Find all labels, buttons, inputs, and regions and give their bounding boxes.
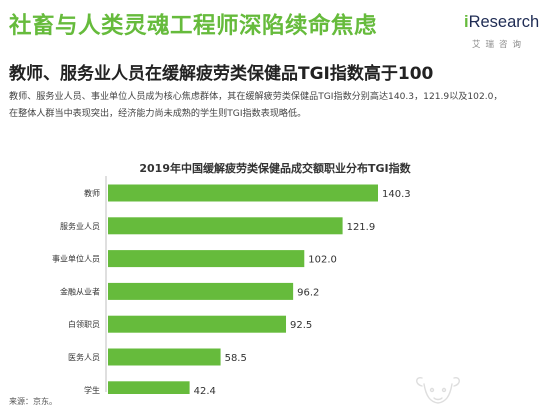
category-label: 教师 xyxy=(84,188,100,198)
iresearch-logo: iResearch 艾瑞咨询 xyxy=(464,13,542,53)
value-label: 92.5 xyxy=(290,320,312,331)
value-label: 102.0 xyxy=(308,255,337,266)
bar xyxy=(108,250,305,268)
value-label: 58.5 xyxy=(225,353,247,364)
bar xyxy=(108,381,190,394)
category-label: 白领职员 xyxy=(68,319,100,329)
watermark-icon xyxy=(416,376,460,404)
category-label: 医务人员 xyxy=(68,352,100,362)
page-title: 社畜与人类灵魂工程师深陷续命焦虑 xyxy=(9,13,378,39)
logo-brand: iResearch xyxy=(464,13,540,31)
page-subtitle: 教师、服务业人员在缓解疲劳类保健品TGI指数高于100 xyxy=(9,64,434,84)
bar xyxy=(108,217,343,235)
value-label: 96.2 xyxy=(297,287,319,298)
bar xyxy=(108,282,294,300)
value-label: 42.4 xyxy=(194,386,216,394)
category-label: 服务业人员 xyxy=(60,221,100,231)
bar xyxy=(108,184,378,202)
bar xyxy=(108,315,287,333)
value-label: 140.3 xyxy=(382,189,411,200)
description-line-1: 教师、服务业人员、事业单位人员成为核心焦虑群体，其在缓解疲劳类保健品TGI指数分… xyxy=(9,92,503,102)
bar-chart: 教师 140.3 服务业人员 121.9 事业单位人员 102.0 金融从业者 96.2 白领职… xyxy=(52,176,411,394)
category-label: 金融从业者 xyxy=(60,286,100,296)
category-label: 学生 xyxy=(84,385,100,394)
category-label: 事业单位人员 xyxy=(52,254,100,264)
logo-subtitle: 艾瑞咨询 xyxy=(472,40,527,50)
description-line-2: 在整体人群当中表现突出，经济能力尚未成熟的学生则TGI指数表现略低。 xyxy=(9,109,307,119)
bar xyxy=(108,348,221,366)
value-label: 121.9 xyxy=(347,222,376,233)
source-note: 来源：京东。 xyxy=(9,397,57,406)
chart-title: 2019年中国缓解疲劳类保健品成交额职业分布TGI指数 xyxy=(139,162,411,175)
description: 教师、服务业人员、事业单位人员成为核心焦虑群体，其在缓解疲劳类保健品TGI指数分… xyxy=(9,89,549,123)
